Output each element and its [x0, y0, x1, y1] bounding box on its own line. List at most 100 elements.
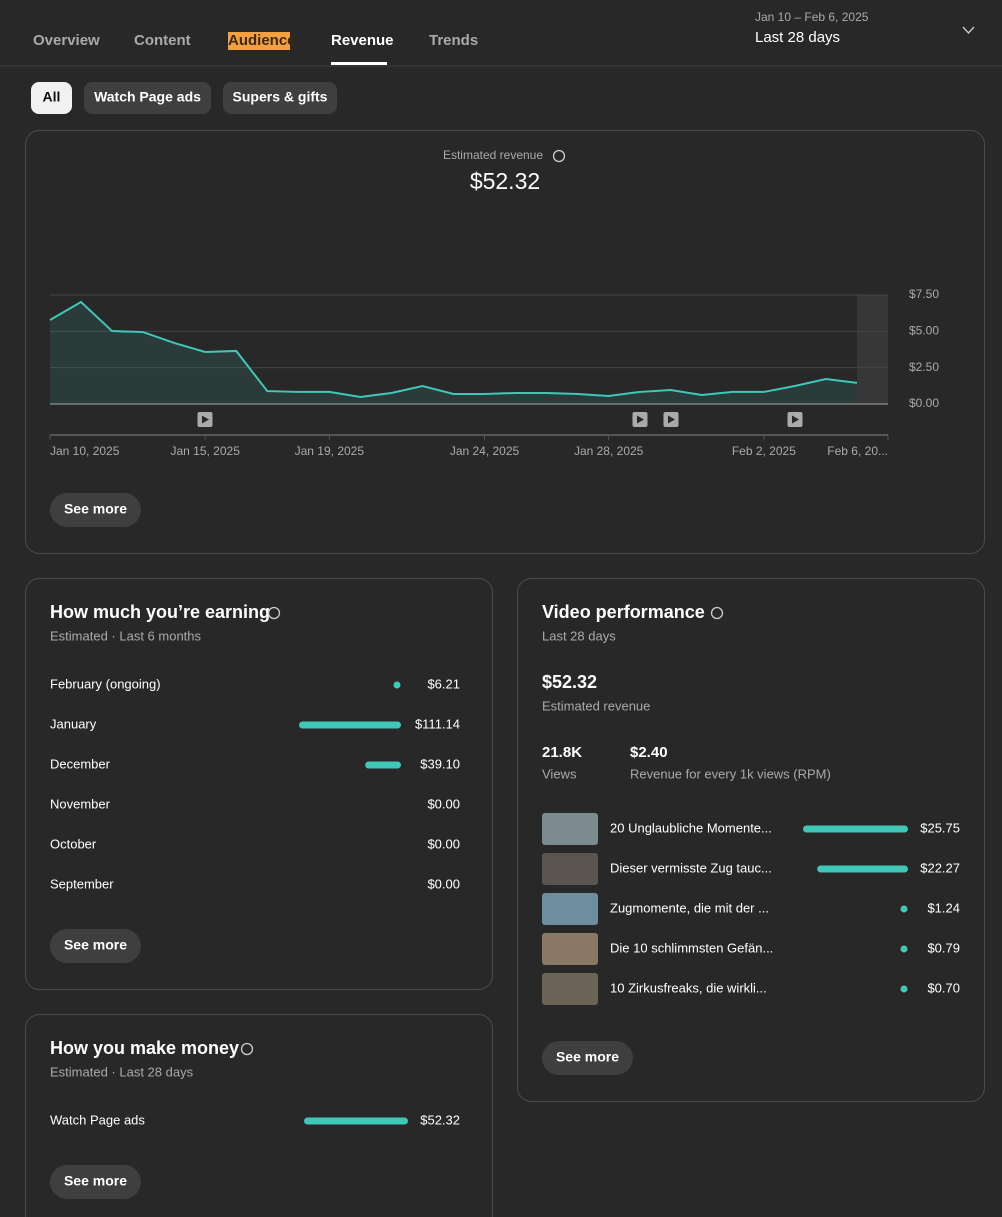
row-value: $25.75: [920, 820, 960, 835]
row-label[interactable]: Die 10 schlimmsten Gefän...: [610, 940, 773, 955]
clock-icon[interactable]: [240, 1042, 254, 1056]
dropdown-chevron[interactable]: [962, 26, 975, 34]
card-subtitle: Estimated · Last 6 months: [50, 628, 202, 643]
row-value: $0.00: [427, 836, 460, 851]
video-total-label: Estimated revenue: [542, 698, 650, 713]
card-subtitle: Estimated · Last 28 days: [50, 1064, 194, 1079]
row-value: $0.70: [927, 980, 960, 995]
clock-icon[interactable]: [267, 606, 281, 620]
stat-value: 21.8K: [542, 744, 582, 761]
row-label: December: [50, 756, 111, 771]
row-value: $0.79: [927, 940, 960, 955]
x-tick-label: Jan 24, 2025: [450, 444, 520, 458]
video-thumbnail[interactable]: [542, 893, 598, 925]
chip-label[interactable]: All: [43, 89, 61, 105]
date-range[interactable]: Jan 10 – Feb 6, 2025: [755, 10, 869, 24]
chip[interactable]: [84, 82, 211, 114]
row-label: Watch Page ads: [50, 1112, 145, 1127]
video-thumbnail[interactable]: [542, 933, 598, 965]
bar: [803, 825, 908, 833]
card-title: Video performance: [542, 602, 705, 622]
stat-label: Revenue for every 1k views (RPM): [630, 766, 831, 781]
row-value: $22.27: [920, 860, 960, 875]
tab[interactable]: Trends: [429, 32, 478, 49]
row-label[interactable]: 10 Zirkusfreaks, die wirkli...: [610, 980, 767, 995]
stat-label: Views: [542, 766, 577, 781]
bar: [299, 721, 401, 729]
revenue-label: Estimated revenue: [443, 148, 543, 162]
x-tick-label: Feb 2, 2025: [732, 444, 796, 458]
chip-label[interactable]: Supers & gifts: [233, 89, 328, 105]
see-more-button[interactable]: [50, 929, 141, 963]
row-label[interactable]: 20 Unglaubliche Momente...: [610, 820, 772, 835]
stat-value: $2.40: [630, 744, 668, 761]
chip[interactable]: [223, 82, 337, 114]
tab[interactable]: Content: [134, 32, 191, 49]
x-tick-label: Jan 19, 2025: [295, 444, 365, 458]
earnings-card: [25, 578, 493, 990]
bar: [304, 1117, 408, 1125]
chip-active[interactable]: [31, 82, 72, 114]
line: [49, 300, 858, 399]
tab[interactable]: Overview: [33, 32, 100, 49]
x-tick-label: Jan 10, 2025: [50, 444, 120, 458]
see-more-label[interactable]: See more: [556, 1049, 619, 1065]
clock-icon[interactable]: [710, 606, 724, 620]
line-chart: $0.00 $2.50 $5.00 $7.50 Jan 10, 2025 Jan 15, …: [49, 287, 939, 458]
money-card: [25, 1014, 493, 1217]
row-value: $111.14: [415, 716, 460, 731]
row-label: February (ongoing): [50, 676, 161, 691]
bar-dot: [900, 905, 908, 913]
row-label[interactable]: Zugmomente, die mit der ...: [610, 900, 769, 915]
tab-underline: [331, 62, 387, 65]
see-more-label[interactable]: See more: [64, 501, 127, 517]
y-tick-label: $7.50: [909, 287, 939, 301]
see-more-button[interactable]: [50, 493, 141, 527]
tab[interactable]: Audience: [228, 32, 296, 49]
see-more-button[interactable]: [542, 1041, 633, 1075]
revenue-card: [25, 130, 985, 554]
video-card: [517, 578, 985, 1102]
video-thumbnail[interactable]: [542, 813, 598, 845]
current-day-shade: [856, 295, 888, 404]
y-tick-label: $5.00: [909, 324, 939, 338]
x-tick-label: Jan 15, 2025: [170, 444, 240, 458]
video-list: 20 Unglaubliche Momente... $25.75 Dieser v…: [542, 813, 960, 1005]
see-more-label[interactable]: See more: [64, 937, 127, 953]
row-value: $0.00: [427, 796, 460, 811]
bar-dot: [900, 985, 908, 993]
bar: [817, 865, 908, 873]
tab-highlight: [228, 32, 290, 50]
row-value: $0.00: [427, 876, 460, 891]
row-value: $52.32: [420, 1112, 460, 1127]
revenue-total: $52.32: [470, 168, 540, 194]
row-value: $39.10: [420, 756, 460, 771]
card-title: How much you’re earning: [50, 602, 270, 622]
row-label[interactable]: Dieser vermisste Zug tauc...: [610, 860, 772, 875]
video-thumbnail[interactable]: [542, 973, 598, 1005]
bar-dot: [393, 681, 401, 689]
row-label: October: [50, 836, 97, 851]
upload-marker-icon: [668, 415, 675, 424]
earnings-list: February (ongoing) $6.21 January $111.14 Dec…: [50, 676, 460, 891]
row-label: November: [50, 796, 111, 811]
card-subtitle: Last 28 days: [542, 628, 616, 643]
area: [50, 301, 857, 404]
see-more-label[interactable]: See more: [64, 1173, 127, 1189]
clock-icon[interactable]: [552, 149, 566, 163]
see-more-button[interactable]: [50, 1165, 141, 1199]
card-title: How you make money: [50, 1038, 239, 1058]
upload-marker-icon: [637, 415, 644, 424]
money-list: Watch Page ads $52.32: [50, 1112, 460, 1127]
row-value: $1.24: [927, 900, 960, 915]
x-tick-label: Feb 6, 20...: [827, 444, 888, 458]
x-tick-label: Jan 28, 2025: [574, 444, 644, 458]
bar: [365, 761, 401, 769]
chip-label[interactable]: Watch Page ads: [94, 89, 201, 105]
video-thumbnail[interactable]: [542, 853, 598, 885]
video-total: $52.32: [542, 672, 597, 692]
date-period[interactable]: Last 28 days: [755, 29, 840, 46]
row-value: $6.21: [427, 676, 460, 691]
tab-active[interactable]: Revenue: [331, 32, 394, 49]
